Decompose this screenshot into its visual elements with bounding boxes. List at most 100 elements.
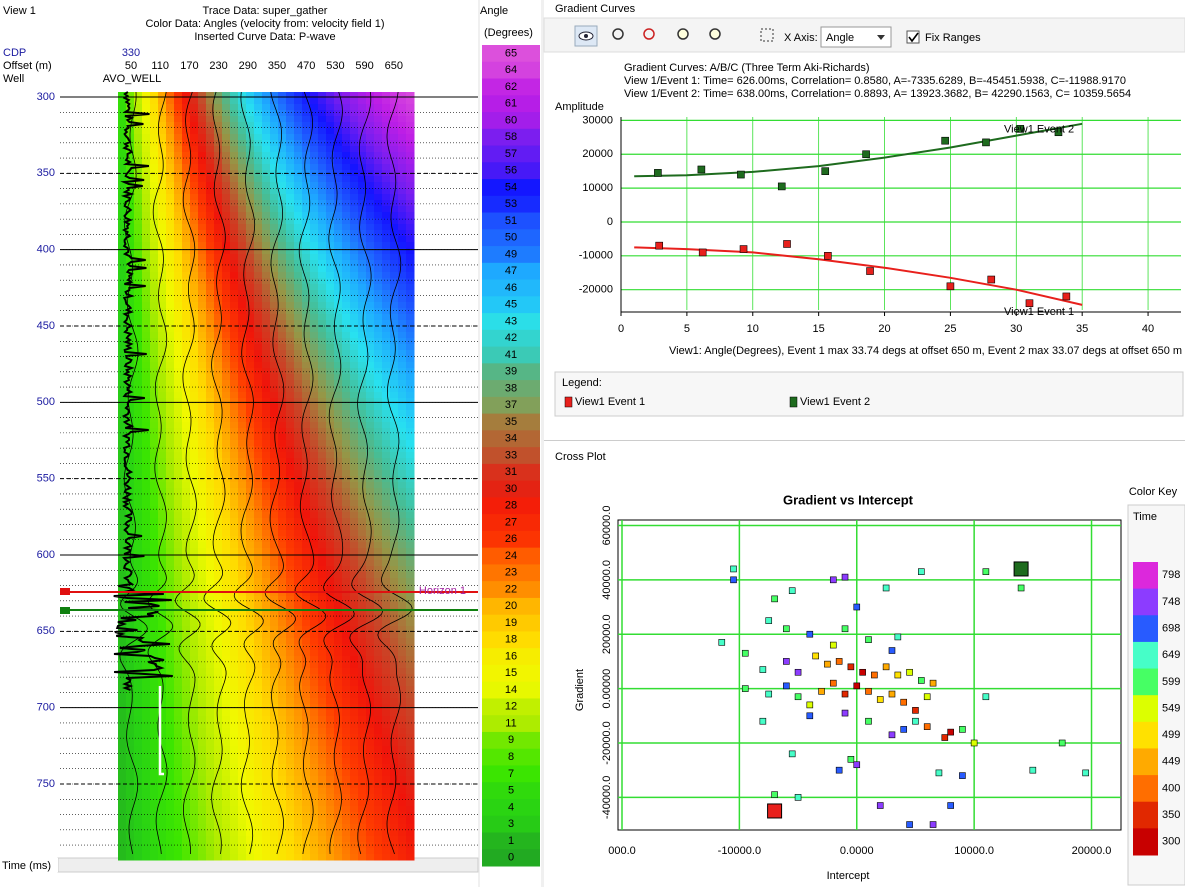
angle-cell [342, 302, 351, 309]
angle-cell [230, 626, 239, 633]
x-axis-select[interactable] [820, 26, 892, 48]
angle-cell [342, 242, 351, 249]
angle-swatch [482, 480, 540, 498]
angle-cell [262, 734, 271, 741]
angle-cell [350, 632, 359, 639]
angle-cell [318, 626, 327, 633]
angle-cell [158, 290, 167, 297]
angle-cell [350, 518, 359, 525]
angle-cell [382, 632, 391, 639]
angle-cell [174, 578, 183, 585]
angle-cell [326, 134, 335, 141]
angle-swatch [482, 614, 540, 632]
angle-cell [366, 452, 375, 459]
angle-cell [390, 524, 399, 531]
angle-cell [166, 644, 175, 651]
angle-cell [126, 584, 135, 591]
angle-cell [158, 836, 167, 843]
angle-cell [294, 194, 303, 201]
angle-cell [366, 128, 375, 135]
angle-cell [174, 248, 183, 255]
angle-cell [174, 632, 183, 639]
angle-cell [166, 248, 175, 255]
angle-cell [326, 722, 335, 729]
angle-cell [222, 716, 231, 723]
fix-ranges-checkbox[interactable] [906, 30, 920, 44]
angle-cell [174, 182, 183, 189]
angle-cell [238, 782, 247, 789]
angle-cell [174, 566, 183, 573]
horizon-label: Horizon 1 [419, 585, 466, 597]
zoom-out-button[interactable] [709, 28, 721, 40]
angle-cell [254, 260, 263, 267]
angle-cell [286, 656, 295, 663]
angle-cell [318, 842, 327, 849]
select-region-button[interactable] [760, 28, 774, 42]
zoom-in-button[interactable] [677, 28, 689, 40]
angle-cell [310, 398, 319, 405]
angle-cell [166, 338, 175, 345]
angle-cell [382, 380, 391, 387]
angle-cell [206, 128, 215, 135]
angle-cell [150, 668, 159, 675]
angle-cell [342, 554, 351, 561]
angle-cell [366, 848, 375, 855]
angle-cell [190, 380, 199, 387]
angle-cell [358, 716, 367, 723]
angle-cell [398, 194, 407, 201]
angle-cell [334, 722, 343, 729]
angle-cell [310, 668, 319, 675]
angle-cell [198, 596, 207, 603]
angle-cell [254, 332, 263, 339]
angle-cell [174, 122, 183, 129]
angle-cell [302, 554, 311, 561]
angle-cell [342, 536, 351, 543]
angle-cell [182, 350, 191, 357]
angle-cell [254, 632, 263, 639]
angle-cell [214, 746, 223, 753]
angle-cell [134, 302, 143, 309]
angle-cell [222, 638, 231, 645]
angle-cell [166, 206, 175, 213]
angle-cell [406, 362, 415, 369]
angle-cell [150, 362, 159, 369]
angle-cell [182, 476, 191, 483]
angle-cell [270, 152, 279, 159]
zoom-button[interactable] [612, 28, 624, 40]
angle-cell [374, 290, 383, 297]
angle-cell [198, 512, 207, 519]
angle-cell [366, 734, 375, 741]
angle-cell [286, 416, 295, 423]
angle-cell [270, 314, 279, 321]
angle-cell [318, 398, 327, 405]
angle-cell [222, 458, 231, 465]
angle-cell [158, 812, 167, 819]
angle-cell [166, 848, 175, 855]
angle-cell [166, 650, 175, 657]
angle-cell [222, 236, 231, 243]
angle-cell [358, 692, 367, 699]
angle-cell [326, 608, 335, 615]
angle-cell [398, 836, 407, 843]
angle-cell [206, 836, 215, 843]
angle-cell [382, 254, 391, 261]
angle-cell [270, 452, 279, 459]
angle-cell [150, 854, 159, 861]
angle-cell [366, 788, 375, 795]
angle-cell [326, 668, 335, 675]
angle-cell [198, 494, 207, 501]
angle-cell [302, 128, 311, 135]
angle-cell [198, 548, 207, 555]
angle-cell [238, 194, 247, 201]
angle-cell [166, 122, 175, 129]
angle-cell [142, 572, 151, 579]
angle-cell [366, 620, 375, 627]
angle-cell [246, 314, 255, 321]
angle-cell [390, 500, 399, 507]
angle-cell [350, 260, 359, 267]
zoom-reset-button[interactable] [643, 28, 655, 40]
angle-cell [230, 854, 239, 861]
angle-cell [222, 842, 231, 849]
angle-cell [310, 116, 319, 123]
angle-cell [254, 794, 263, 801]
